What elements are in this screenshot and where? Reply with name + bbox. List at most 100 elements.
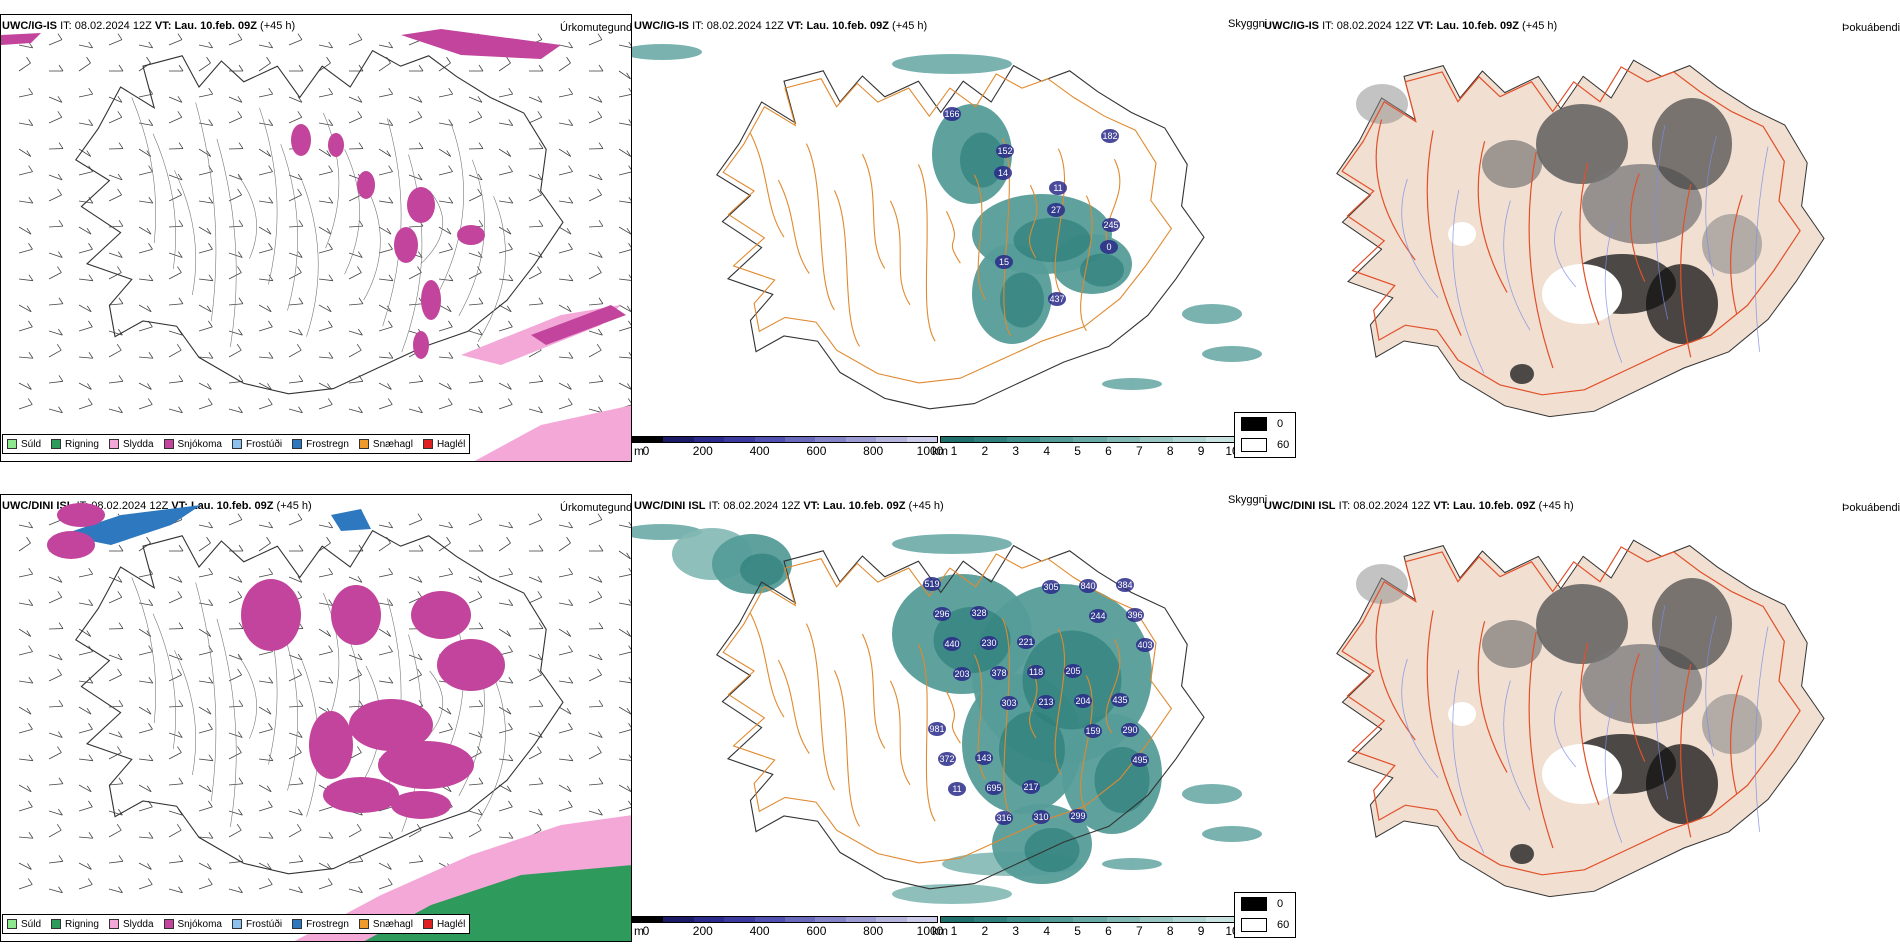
legend-swatch (163, 919, 174, 929)
lead-time: (+45 h) (260, 20, 296, 32)
fog-legend-item: 0 (1241, 417, 1283, 431)
colorbar-cell (815, 437, 846, 442)
colorbar-tick-label: 6 (1105, 444, 1112, 458)
colorbar-cell (1007, 437, 1041, 442)
model-name: UWC/IG-IS (2, 20, 57, 32)
colorbar-tick-label: 4 (1043, 444, 1050, 458)
legend-label: Snjókoma (177, 918, 222, 930)
colorbar-cell (1073, 917, 1107, 922)
colorbar-cell (906, 917, 938, 922)
vt-label: VT: (154, 20, 172, 32)
precip-header-top: UWC/IG-IS IT: 08.02.2024 12Z VT: Lau. 10… (2, 20, 295, 33)
colorbar-cell (693, 917, 725, 922)
colorbar-strip (632, 436, 938, 443)
fog-legend-swatch (1241, 897, 1267, 911)
legend-swatch (292, 439, 303, 449)
colorbar-tick-label: 6 (1105, 924, 1112, 938)
visibility-value-label: 205 (1065, 666, 1080, 676)
colorbar-tick-label: 4 (1043, 924, 1050, 938)
vt-value: Lau. 10.feb. 09Z (822, 500, 906, 512)
model-name: UWC/DINI ISL (2, 500, 74, 512)
colorbar-tick-label: 800 (863, 924, 884, 938)
colorbar-tick-label: 1000 (916, 924, 944, 938)
it-label: IT: (60, 20, 72, 32)
fog-panel-top: UWC/IG-IS IT: 08.02.2024 12Z VT: Lau. 10… (1234, 14, 1900, 462)
colorbar-tick-label: 8 (1166, 924, 1174, 938)
colorbar-cell (754, 437, 786, 442)
it-value: 08.02.2024 12Z (1353, 500, 1431, 512)
colorbar-cell (815, 917, 846, 922)
colorbar-tick-label: 5 (1074, 924, 1081, 938)
legend-swatch (231, 439, 242, 449)
legend-label: Frostúði (245, 918, 283, 930)
legend-item: Frostregn (292, 439, 349, 450)
model-name: UWC/DINI ISL (634, 500, 706, 512)
legend-label: Frostregn (306, 918, 349, 930)
visibility-value-label: 0 (1106, 242, 1111, 252)
visibility-value-label: 384 (1117, 580, 1132, 590)
visibility-value-label: 11 (952, 784, 961, 794)
visibility-value-label: 437 (1049, 294, 1064, 304)
colorbar-cell (845, 917, 877, 922)
it-value: 08.02.2024 12Z (1336, 20, 1414, 32)
legend-label: Snæhagl (372, 918, 413, 930)
colorbar-unit: km (932, 924, 948, 938)
legend-item: Frostregn (292, 919, 349, 930)
colorbar-tick-label: 400 (749, 444, 770, 458)
precip-legend-bottom: Súld Rigning Slydda Snjókoma Frostúði Frostre… (2, 914, 470, 934)
visibility-value-label: 440 (944, 639, 959, 649)
colorbar-unit: km (932, 444, 948, 458)
fog-legend-top: 0 60 (1234, 412, 1296, 458)
fog-legend-item: 60 (1241, 918, 1289, 932)
colorbar-cell (785, 437, 816, 442)
legend-item: Snjókoma (163, 918, 222, 930)
fog-legend-item: 60 (1241, 438, 1289, 452)
colorbar-strip (632, 916, 938, 923)
colorbar-tick-label: 0 (642, 444, 650, 458)
fog-map-top (1262, 34, 1862, 434)
visibility-header-top: UWC/IG-IS IT: 08.02.2024 12Z VT: Lau. 10… (634, 20, 927, 33)
colorbar-tick-label: 400 (749, 924, 770, 938)
colorbar-cell (1106, 917, 1140, 922)
colorbar-tick-label: 9 (1197, 444, 1205, 458)
visibility-value-label: 840 (1080, 581, 1095, 591)
legend-item: Snjókoma (163, 439, 222, 450)
colorbar-tick-label: 1 (950, 924, 958, 938)
visibility-value-label: 396 (1127, 610, 1142, 620)
fog-header-top: UWC/IG-IS IT: 08.02.2024 12Z VT: Lau. 10… (1264, 20, 1557, 33)
visibility-m-colorbar-top: m 0 200 400 600 800 1000 (632, 436, 943, 458)
colorbar-cell (663, 437, 694, 442)
fog-map-bottom (1262, 514, 1862, 914)
visibility-value-label: 213 (1038, 697, 1053, 707)
visibility-value-label: 310 (1033, 812, 1048, 822)
colorbar-tick-label: 5 (1074, 444, 1081, 458)
visibility-value-label: 328 (971, 608, 986, 618)
fog-legend-label: 60 (1277, 439, 1290, 451)
colorbar-strip (940, 916, 1240, 923)
precip-panel-top: UWC/IG-IS IT: 08.02.2024 12Z VT: Lau. 10… (0, 14, 632, 462)
colorbar-cell (1073, 437, 1107, 442)
colorbar-tick-label: 3 (1012, 444, 1020, 458)
fog-legend-swatch (1241, 438, 1267, 452)
colorbar-cell (906, 437, 938, 442)
it-value: 08.02.2024 12Z (706, 20, 784, 32)
colorbar-cell (1205, 437, 1239, 442)
colorbar-tick-label: 9 (1197, 924, 1205, 938)
it-label: IT: (1338, 500, 1351, 512)
precip-legend-top: Súld Rigning Slydda Snjókoma Frostúði Frostre… (2, 434, 470, 454)
model-name: UWC/IG-IS (634, 20, 689, 32)
colorbar-cell (724, 437, 755, 442)
vt-value: Lau. 10.feb. 09Z (806, 20, 889, 32)
colorbar-cell (941, 437, 975, 442)
lead-time: (+45 h) (1522, 20, 1558, 32)
precip-title-top: Úrkomutegund (560, 22, 633, 34)
fog-legend-label: 0 (1277, 418, 1284, 430)
colorbar-cell (1172, 917, 1206, 922)
legend-swatch (7, 919, 17, 929)
colorbar-cell (1139, 917, 1173, 922)
legend-label: Súld (21, 438, 42, 450)
legend-item: Súld (7, 439, 41, 450)
colorbar-cell (785, 917, 816, 922)
legend-item: Haglél (422, 439, 465, 450)
visibility-panel-top: UWC/IG-IS IT: 08.02.2024 12Z VT: Lau. 10… (632, 14, 1267, 462)
